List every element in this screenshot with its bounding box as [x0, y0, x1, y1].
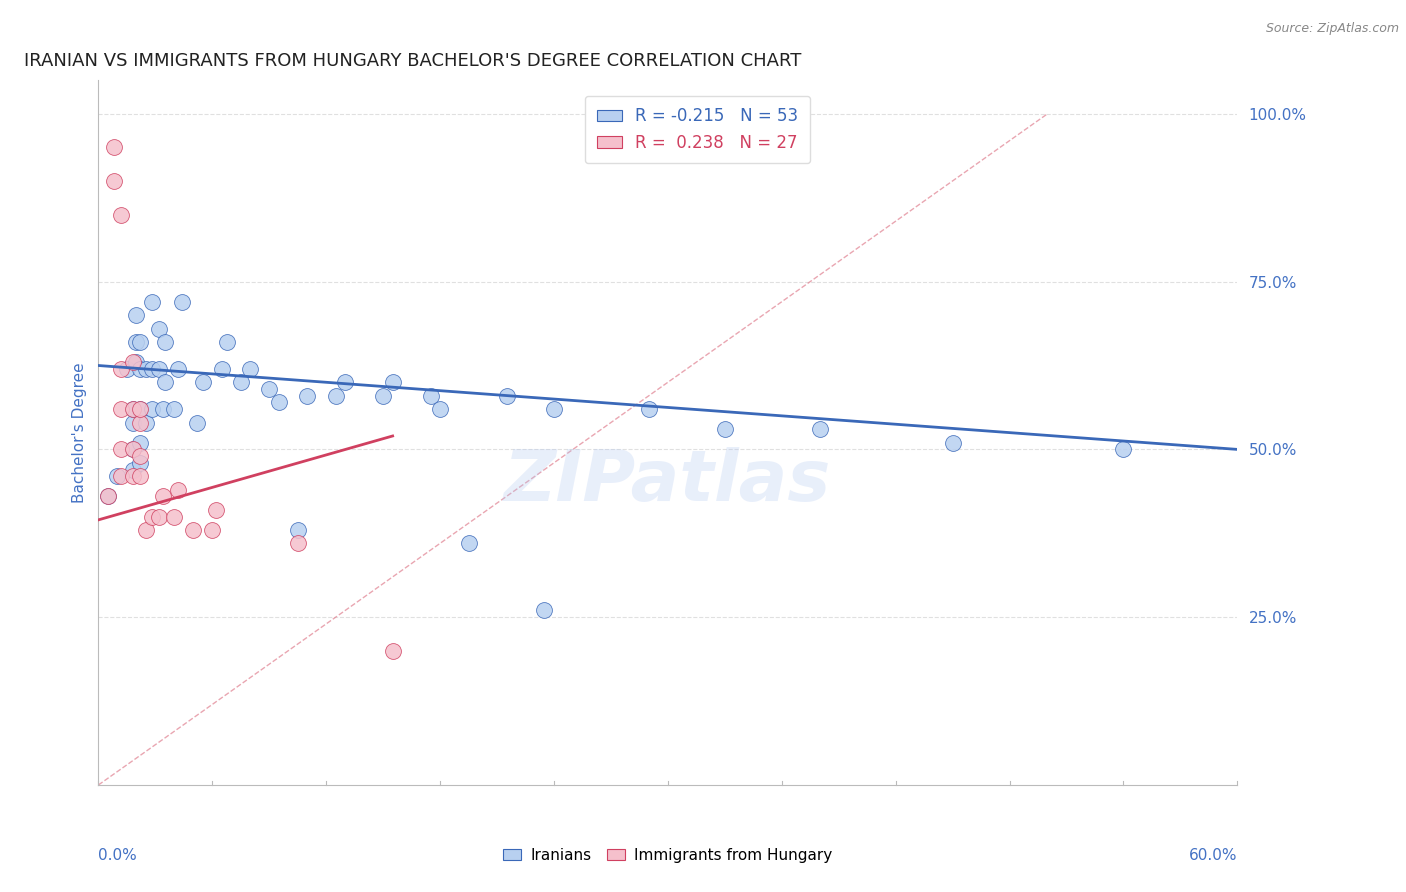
Point [110, 207, 132, 221]
Point [129, 362, 152, 376]
Point [129, 449, 152, 463]
Point [148, 509, 170, 524]
Point [217, 334, 239, 349]
Point [287, 523, 309, 537]
Point [135, 362, 157, 376]
Point [129, 456, 152, 470]
Point [121, 402, 143, 417]
Point [297, 389, 319, 403]
Point [121, 442, 143, 457]
Point [121, 469, 143, 483]
Point [141, 362, 163, 376]
Text: IRANIAN VS IMMIGRANTS FROM HUNGARY BACHELOR'S DEGREE CORRELATION CHART: IRANIAN VS IMMIGRANTS FROM HUNGARY BACHE… [24, 53, 801, 70]
Text: 0.0%: 0.0% [98, 848, 138, 863]
Y-axis label: Bachelor's Degree: Bachelor's Degree [72, 362, 87, 503]
Point [121, 462, 143, 476]
Point [129, 469, 152, 483]
Point [103, 140, 125, 154]
Point [152, 489, 174, 503]
Point [110, 402, 132, 417]
Point [211, 362, 233, 376]
Point [103, 174, 125, 188]
Point [186, 416, 208, 430]
Point [141, 402, 163, 417]
Point [110, 469, 132, 483]
Point [153, 376, 176, 390]
Point [229, 376, 252, 390]
Point [205, 503, 228, 517]
Point [148, 362, 170, 376]
Point [201, 523, 224, 537]
Point [267, 395, 290, 409]
Point [167, 362, 190, 376]
Point [163, 509, 186, 524]
Point [121, 416, 143, 430]
Point [125, 334, 148, 349]
Point [942, 435, 965, 450]
Point [259, 382, 281, 396]
Point [121, 442, 143, 457]
Point [97, 489, 120, 503]
Point [335, 376, 357, 390]
Point [429, 402, 451, 417]
Point [115, 362, 138, 376]
Point [121, 402, 143, 417]
Point [287, 536, 309, 550]
Point [325, 389, 347, 403]
Point [97, 489, 120, 503]
Text: ZIPatlas: ZIPatlas [505, 448, 831, 516]
Point [457, 536, 479, 550]
Point [371, 389, 394, 403]
Point [808, 422, 831, 436]
Point [121, 355, 143, 369]
Point [153, 334, 176, 349]
Point [183, 523, 205, 537]
Point [152, 402, 174, 417]
Text: Source: ZipAtlas.com: Source: ZipAtlas.com [1265, 22, 1399, 36]
Point [135, 523, 157, 537]
Point [135, 416, 157, 430]
Point [129, 435, 152, 450]
Point [167, 483, 190, 497]
Point [129, 402, 152, 417]
Legend: Iranians, Immigrants from Hungary: Iranians, Immigrants from Hungary [496, 842, 839, 869]
Point [381, 376, 404, 390]
Text: 60.0%: 60.0% [1189, 848, 1237, 863]
Point [419, 389, 441, 403]
Point [110, 362, 132, 376]
Point [141, 294, 163, 309]
Point [543, 402, 565, 417]
Point [129, 334, 152, 349]
Point [129, 416, 152, 430]
Point [1112, 442, 1135, 457]
Point [125, 355, 148, 369]
Point [381, 644, 404, 658]
Point [533, 603, 555, 617]
Point [141, 509, 163, 524]
Point [129, 402, 152, 417]
Point [163, 402, 186, 417]
Point [495, 389, 517, 403]
Point [148, 321, 170, 335]
Point [110, 442, 132, 457]
Point [714, 422, 737, 436]
Point [170, 294, 193, 309]
Point [191, 376, 214, 390]
Point [239, 362, 262, 376]
Point [107, 469, 129, 483]
Point [125, 308, 148, 322]
Point [638, 402, 661, 417]
